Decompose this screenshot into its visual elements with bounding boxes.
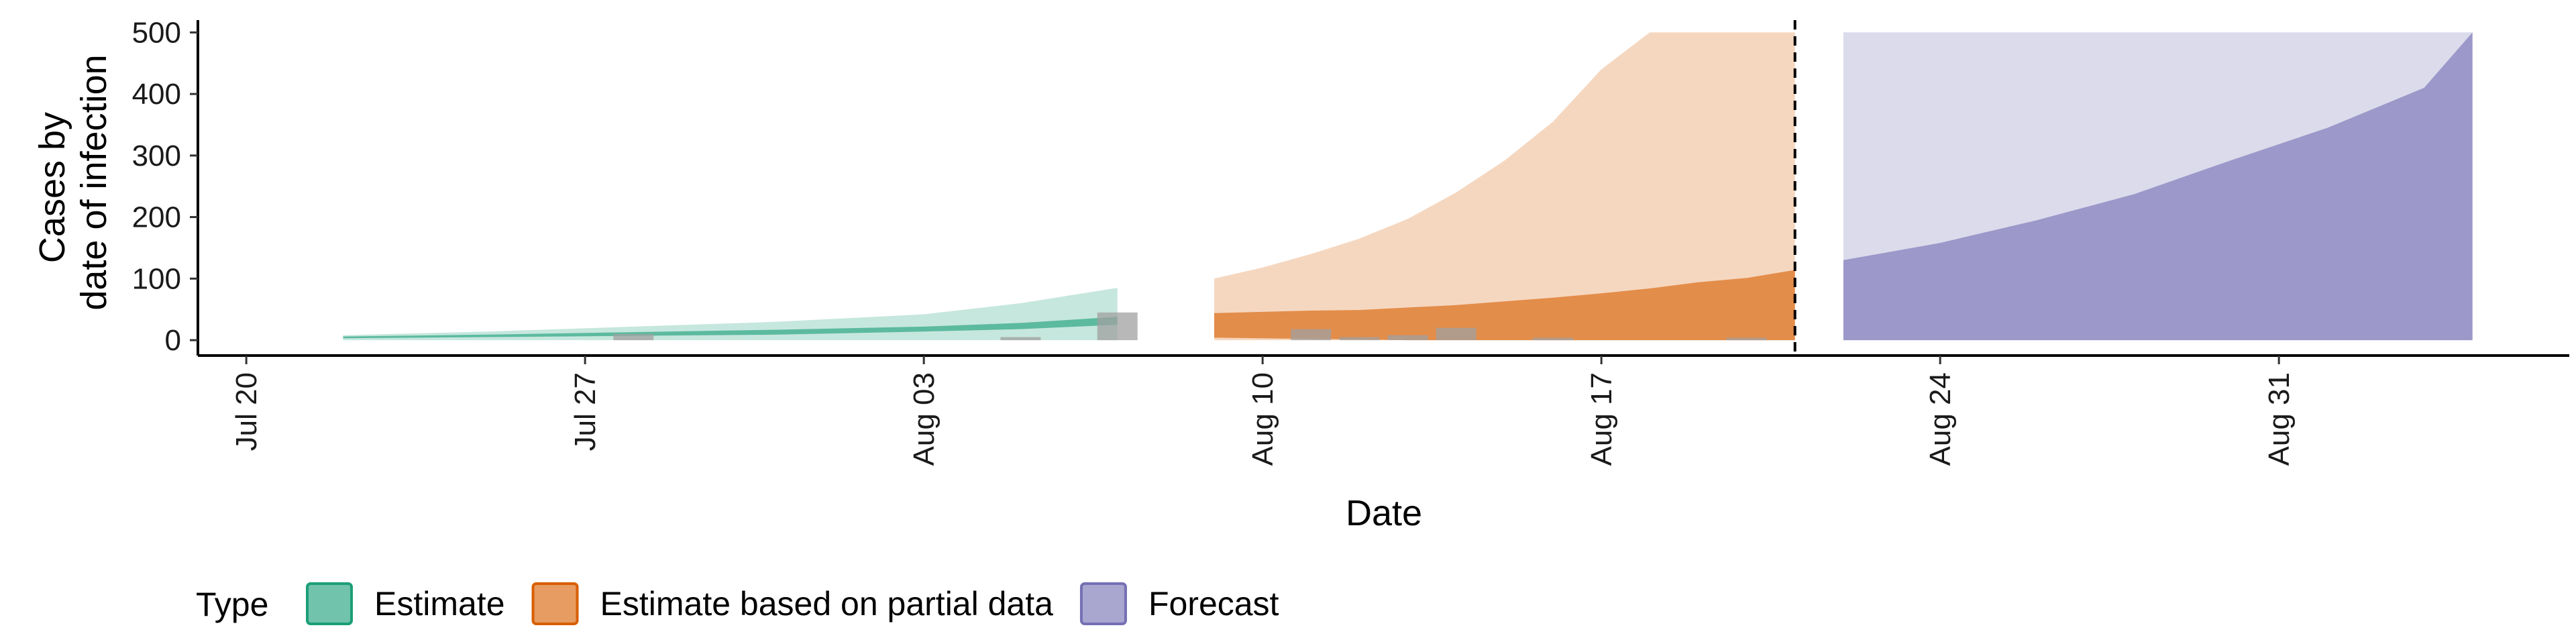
legend-label-estimate: Estimate [374, 585, 505, 623]
reported-cases-bar [1533, 337, 1573, 341]
forecast-inner-band [1843, 32, 2473, 341]
reported-cases-bar [1000, 337, 1041, 341]
y-tick-label: 100 [132, 262, 181, 295]
legend-label-estimate-based-on-partial-data: Estimate based on partial data [600, 585, 1054, 623]
x-tick-label: Aug 10 [1246, 372, 1279, 466]
axes: 0 100 200 300 400 500 Jul 20 Jul 27 Aug 03 Aug 10… [132, 16, 2569, 466]
x-tick-label: Jul 27 [569, 372, 602, 451]
y-tick-label: 400 [132, 78, 181, 111]
reported-cases-bar [1291, 329, 1332, 341]
legend-title: Type [196, 586, 268, 623]
y-tick-label: 200 [132, 201, 181, 234]
y-axis-title: Cases by date of infection [32, 54, 114, 310]
x-tick-label: Aug 03 [908, 372, 941, 466]
reported-cases-bar [1387, 335, 1428, 340]
reported-cases-bar [1726, 337, 1767, 341]
legend-swatch-estimate [306, 582, 353, 625]
reported-cases-bar [1339, 337, 1380, 341]
y-tick-label: 0 [165, 324, 181, 357]
y-tick-label: 500 [132, 16, 181, 49]
legend-label-forecast: Forecast [1148, 585, 1279, 623]
x-tick-label: Jul 20 [230, 372, 263, 451]
reported-cases-bar [1436, 327, 1477, 340]
y-axis-title-line-2: date of infection [74, 54, 114, 310]
y-axis-title-line-1: Cases by [32, 112, 72, 263]
estimate-inner-band [343, 317, 1118, 339]
estimate-based-on-partial-data-outer-band [1214, 32, 1795, 341]
x-tick-label: Aug 31 [2263, 372, 2296, 466]
y-tick-label: 300 [132, 140, 181, 172]
reported-cases-bar [613, 333, 654, 341]
legend: Type Estimate Estimate based on partial da… [196, 582, 1279, 625]
x-axis-title: Date [1346, 493, 1422, 533]
plot-area [343, 20, 2473, 356]
legend-swatch-estimate-based-on-partial-data [531, 582, 579, 625]
estimate-based-on-partial-data-inner-band [1214, 270, 1795, 341]
x-tick-label: Aug 17 [1585, 372, 1618, 466]
legend-swatch-forecast [1079, 582, 1127, 625]
reported-cases-bar [1097, 312, 1138, 341]
x-tick-label: Aug 24 [1924, 372, 1957, 466]
